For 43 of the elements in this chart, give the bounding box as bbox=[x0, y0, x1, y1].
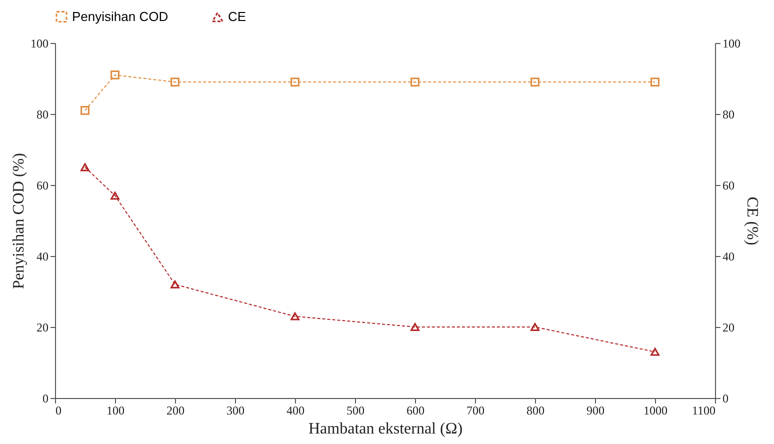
x-tick-label: 0 bbox=[56, 404, 62, 418]
y-tick-label: 0 bbox=[42, 392, 48, 406]
x-tick-label: 800 bbox=[526, 404, 544, 418]
point bbox=[110, 70, 120, 80]
x-tick-label: 700 bbox=[466, 404, 484, 418]
x-tick-label: 900 bbox=[586, 404, 604, 418]
point bbox=[80, 106, 90, 115]
y2-tick-label: 60 bbox=[722, 178, 734, 192]
y2-tick-label: 100 bbox=[722, 36, 740, 50]
point bbox=[80, 163, 90, 172]
y2-tick-label: 80 bbox=[722, 108, 734, 122]
x-tick-label: 1100 bbox=[692, 404, 716, 418]
x-axis-title: Hambatan eksternal (Ω) bbox=[308, 420, 463, 438]
x-tick-label: 300 bbox=[226, 404, 244, 418]
point bbox=[410, 78, 420, 87]
legend-label: CE bbox=[228, 9, 246, 24]
point bbox=[410, 323, 420, 331]
point bbox=[110, 192, 120, 200]
legend-label: Penyisihan COD bbox=[72, 8, 168, 24]
x-tick-label: 500 bbox=[346, 404, 364, 418]
y-tick-label: 20 bbox=[36, 320, 48, 334]
y-tick-label: 100 bbox=[30, 36, 48, 50]
y2-tick-label: 40 bbox=[722, 250, 734, 264]
point bbox=[530, 323, 540, 331]
y-axis-title: Penyisihan COD (%) bbox=[10, 153, 28, 289]
y-tick-label: 60 bbox=[36, 178, 48, 192]
point bbox=[170, 280, 180, 288]
x-tick-label: 1000 bbox=[644, 404, 668, 418]
point bbox=[290, 312, 300, 320]
x-tick-label: 400 bbox=[286, 404, 304, 418]
x-tick-label: 600 bbox=[406, 404, 424, 418]
point bbox=[650, 78, 660, 87]
y-tick-label: 40 bbox=[36, 250, 48, 264]
point bbox=[290, 78, 300, 87]
x-tick-label: 100 bbox=[106, 404, 124, 418]
y-tick-label: 80 bbox=[36, 108, 48, 122]
x-tick-label: 200 bbox=[166, 404, 184, 418]
point bbox=[530, 78, 540, 87]
y2-tick-label: 20 bbox=[722, 320, 734, 334]
point bbox=[650, 348, 660, 356]
y2-axis-title: CE (%) bbox=[744, 196, 760, 246]
y2-tick-label: 0 bbox=[722, 392, 728, 406]
point bbox=[170, 78, 180, 87]
